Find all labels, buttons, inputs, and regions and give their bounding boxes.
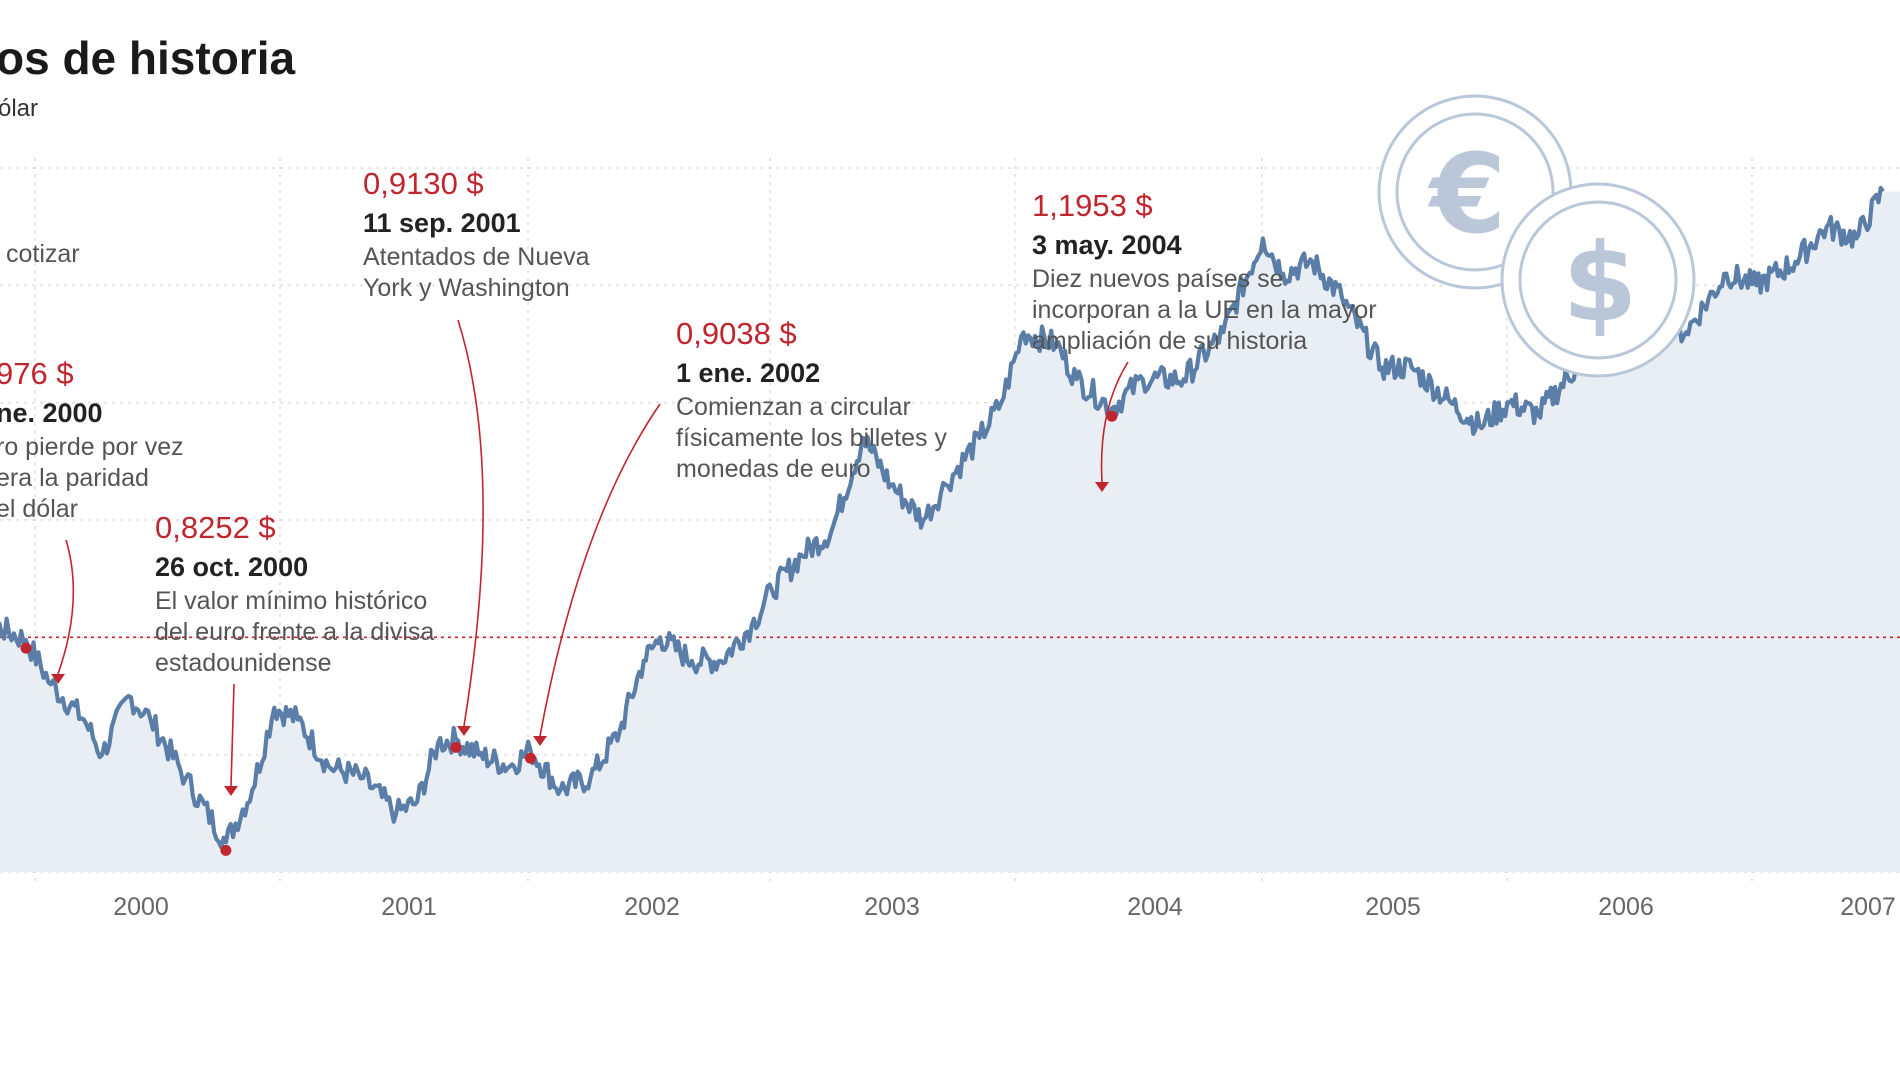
annotation-value: 0,9130 $ [363, 166, 484, 201]
annotation-arrowhead [533, 736, 547, 746]
annotation-date: 3 may. 2004 [1032, 230, 1182, 260]
annotation-text-line: del euro frente a la divisa [155, 618, 434, 646]
annotation-jan-2002: 0,9038 $ 1 ene. 2002 Comienzan a circula… [533, 316, 947, 746]
annotation-date: ne. 2000 [0, 398, 103, 428]
annotation-text-line: monedas de euro [676, 455, 871, 483]
annotation-marker-3 [525, 752, 536, 764]
annotation-marker-2 [450, 741, 462, 753]
cropped-note-text: cotizar [6, 240, 80, 268]
annotation-date: 26 oct. 2000 [155, 552, 308, 582]
annotation-arrowhead [457, 726, 471, 736]
x-tick-label-2007: 2007 [1840, 893, 1896, 921]
annotation-text-line: ro pierde por vez [0, 433, 184, 461]
chart-title: os de historia [0, 32, 295, 84]
annotation-date: 11 sep. 2001 [363, 208, 521, 238]
annotation-arrowhead [224, 786, 238, 796]
dollar-coin-icon: $ [1500, 182, 1696, 378]
annotation-leader-line [457, 319, 484, 727]
annotation-marker-1 [220, 844, 232, 856]
annotation-text-line: el dólar [0, 495, 78, 523]
x-tick-label-2003: 2003 [864, 893, 920, 921]
annotation-min-2000: 0,8252 $ 26 oct. 2000 El valor mínimo hi… [155, 510, 434, 796]
annotation-leader-line [57, 539, 75, 675]
annotation-date: 1 ene. 2002 [676, 358, 820, 388]
annotation-may-2004: 1,1953 $ 3 may. 2004 Diez nuevos países … [1032, 188, 1377, 492]
annotation-value: 1,1953 $ [1032, 188, 1153, 223]
annotation-marker-4 [1106, 410, 1118, 422]
annotation-leader-line [539, 403, 661, 737]
annotation-text-line: ampliación de su historia [1032, 327, 1307, 355]
annotation-text-line: físicamente los billetes y [676, 424, 947, 452]
x-tick-label-2000: 2000 [113, 893, 169, 921]
series-area [0, 188, 1900, 872]
annotation-value: 0,9038 $ [676, 316, 797, 351]
annotation-text-line: York y Washington [363, 274, 570, 302]
annotation-marker-0 [20, 642, 32, 654]
annotation-sep-2001: 0,9130 $ 11 sep. 2001 Atentados de Nueva… [363, 166, 590, 736]
euro-symbol: € [1427, 130, 1507, 258]
x-tick-label-2005: 2005 [1365, 893, 1421, 921]
dollar-symbol: $ [1562, 221, 1637, 346]
annotations-layer: 976 $ ne. 2000 ro pierde por vez era la … [0, 166, 1377, 796]
annotation-arrowhead [51, 674, 65, 684]
x-tick-label-2006: 2006 [1598, 893, 1654, 921]
annotation-parity-2000: 976 $ ne. 2000 ro pierde por vez era la … [0, 356, 184, 684]
annotation-text-line: El valor mínimo histórico [155, 587, 427, 615]
annotation-value: 0,8252 $ [155, 510, 276, 545]
annotation-text-line: Diez nuevos países se [1032, 265, 1284, 293]
x-axis-ticks: 2000 2001 2002 2003 2004 2005 2006 2007 [113, 893, 1896, 921]
annotation-value: 976 $ [0, 356, 74, 391]
annotation-markers [20, 410, 1118, 856]
x-tick-label-2002: 2002 [624, 893, 680, 921]
chart-subtitle: ólar [0, 95, 38, 122]
x-tick-label-2001: 2001 [381, 893, 437, 921]
annotation-leader-line [230, 683, 235, 787]
x-tick-label-2004: 2004 [1127, 893, 1183, 921]
annotation-text-line: era la paridad [0, 464, 149, 492]
annotation-text-line: Atentados de Nueva [363, 243, 590, 271]
annotation-text-line: Comienzan a circular [676, 393, 911, 421]
annotation-arrowhead [1095, 482, 1109, 492]
annotation-text-line: incorporan a la UE en la mayor [1032, 296, 1377, 324]
annotation-text-line: estadounidense [155, 649, 332, 677]
